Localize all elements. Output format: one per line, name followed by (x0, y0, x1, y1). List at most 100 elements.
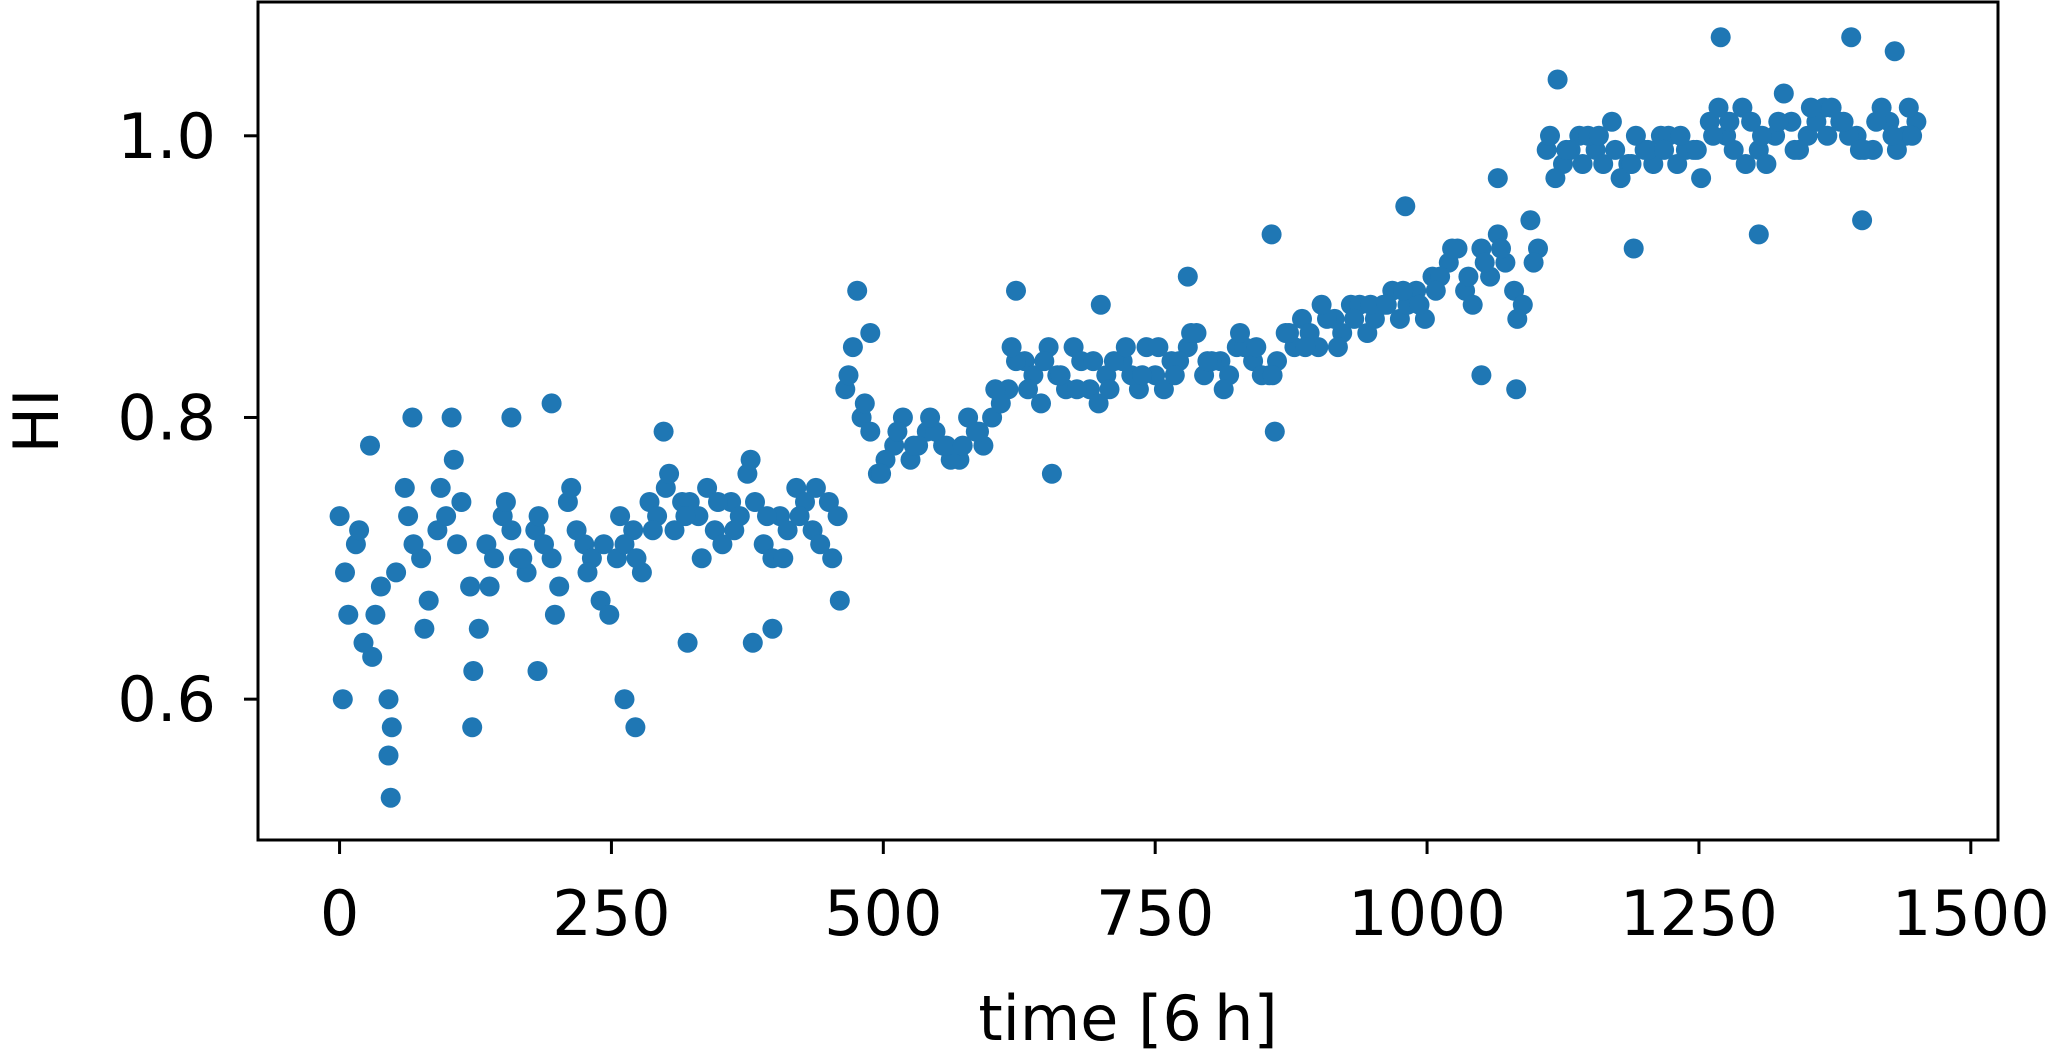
data-point (512, 548, 533, 569)
data-point (789, 506, 810, 527)
data-point (1852, 210, 1873, 231)
data-point (1344, 308, 1365, 329)
data-point (1866, 111, 1887, 132)
data-point (1264, 421, 1285, 442)
data-point (887, 421, 908, 442)
data-point (1001, 337, 1022, 358)
data-point (903, 435, 924, 456)
data-point (394, 477, 415, 498)
data-point (1708, 97, 1729, 118)
data-point (773, 548, 794, 569)
data-point (1066, 379, 1087, 400)
data-point (1153, 379, 1174, 400)
data-point (675, 506, 696, 527)
data-point (969, 421, 989, 442)
data-point (1395, 196, 1416, 217)
data-point (349, 520, 370, 541)
data-point (610, 506, 631, 527)
data-point (742, 632, 763, 653)
x-axis-label: time [6 h] (978, 982, 1277, 1053)
data-point (860, 323, 881, 343)
data-point (958, 407, 979, 428)
data-point (1710, 27, 1731, 48)
data-point (338, 604, 359, 625)
data-point (332, 689, 353, 710)
data-point (1605, 139, 1626, 160)
data-point (1572, 154, 1593, 174)
data-point (1246, 337, 1267, 358)
data-point (1088, 393, 1109, 414)
data-point (443, 449, 464, 470)
x-axis: 0 250 500 750 1000 1250 1500 (320, 840, 2050, 950)
data-point (541, 393, 562, 414)
data-point (1623, 238, 1644, 259)
data-point (451, 492, 472, 512)
data-point (1547, 69, 1568, 90)
data-point (1691, 168, 1712, 189)
data-point (642, 520, 663, 541)
data-point (402, 407, 423, 428)
data-point (827, 506, 848, 527)
data-point (501, 407, 522, 428)
data-point (842, 337, 863, 358)
data-point (593, 534, 614, 555)
plot-frame (256, 0, 2000, 842)
y-tick-label: 0.8 (117, 381, 216, 454)
data-point (1487, 168, 1508, 189)
x-tick-label: 1250 (1620, 877, 1778, 950)
data-point (479, 576, 500, 597)
data-point (847, 280, 868, 301)
y-axis: 0.6 0.8 1.0 (117, 100, 258, 736)
data-point (1833, 111, 1854, 132)
data-point (1784, 139, 1805, 160)
data-point (599, 604, 620, 625)
data-point (1841, 27, 1862, 48)
data-point (1556, 139, 1577, 160)
data-point (1311, 294, 1332, 315)
y-tick-label: 1.0 (117, 100, 216, 173)
data-point (712, 534, 733, 555)
data-point (822, 548, 843, 569)
data-point (985, 379, 1006, 400)
data-point (745, 492, 765, 512)
x-tick-label: 250 (552, 877, 670, 950)
data-point (920, 407, 941, 428)
data-point (1621, 154, 1642, 174)
data-point (1723, 139, 1744, 160)
data-point (1686, 139, 1707, 160)
data-point (1491, 238, 1511, 259)
data-point (1262, 365, 1283, 386)
data-point (1507, 308, 1528, 329)
data-point (534, 534, 554, 555)
y-axis-label: HI (0, 389, 73, 454)
data-point (528, 506, 549, 527)
data-point (1882, 125, 1903, 146)
data-point (468, 618, 489, 639)
data-point (697, 477, 718, 498)
data-point (561, 477, 582, 498)
data-point (952, 435, 973, 456)
data-point (381, 717, 402, 738)
data-point (626, 548, 647, 569)
data-point (462, 717, 483, 738)
data-point (1442, 238, 1463, 259)
data-point (1006, 280, 1026, 301)
data-point (549, 576, 570, 597)
x-tick-label: 1500 (1892, 877, 2050, 950)
data-point (1610, 168, 1631, 189)
data-point (380, 787, 401, 808)
data-point (829, 590, 850, 611)
data-point (1018, 379, 1038, 400)
data-point (1261, 224, 1282, 245)
data-point (708, 492, 728, 512)
data-point (1593, 154, 1614, 174)
data-point (365, 604, 386, 625)
data-point (1471, 365, 1492, 386)
data-point (1197, 351, 1218, 372)
data-point (1360, 294, 1381, 315)
data-point (1462, 294, 1483, 315)
data-point (777, 520, 798, 541)
data-point (1748, 224, 1769, 245)
data-point (1103, 351, 1124, 372)
